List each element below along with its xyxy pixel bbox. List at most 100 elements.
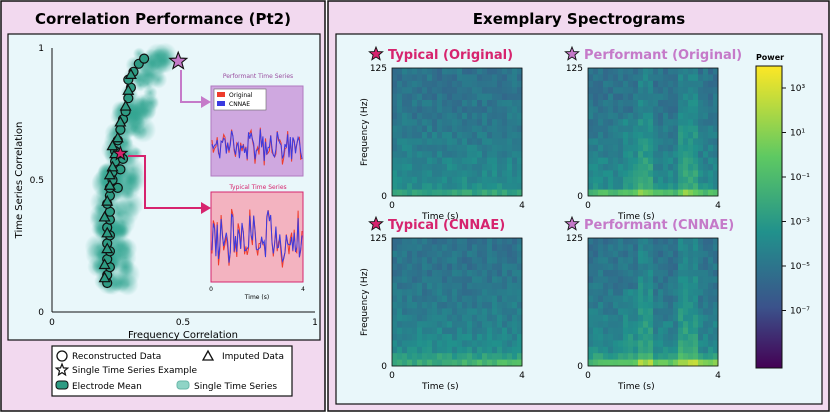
performant-inset-title: Performant Time Series: [223, 73, 293, 80]
spectrogram-cell: [593, 93, 599, 101]
spectrogram-cell: [613, 257, 619, 264]
spectrogram-cell: [487, 308, 493, 316]
legend-reconstructed: Reconstructed Data: [72, 352, 161, 362]
spectrogram-cell: [497, 80, 503, 88]
spectrogram-cell: [668, 80, 674, 88]
spectrogram-cell: [638, 308, 644, 316]
spectrogram-cell: [593, 282, 599, 290]
spectrogram-cell: [648, 270, 654, 277]
y-tick-1: 0.5: [30, 176, 44, 186]
spectrogram-cell: [638, 176, 644, 184]
spectrogram-cell: [392, 353, 398, 360]
spectrogram-cell: [407, 68, 413, 75]
spectrogram-cell: [628, 87, 634, 94]
spectrogram-cell: [482, 282, 488, 290]
spectrogram-cell: [673, 125, 679, 133]
spectrogram-cell: [653, 100, 659, 107]
spectrogram-cell: [462, 100, 468, 107]
spectrogram-cell: [452, 359, 458, 367]
spectrogram-cell: [422, 327, 428, 335]
legend-cnnae-label: CNNAE: [229, 101, 250, 108]
spectrogram-cell: [457, 244, 463, 252]
spectrogram-cell: [638, 263, 644, 271]
spectrogram-cell: [663, 353, 669, 360]
spectrogram-cell: [497, 100, 503, 107]
spectrogram-cell: [422, 183, 428, 190]
spectrogram-cell: [603, 132, 609, 139]
spectrogram-cell: [648, 176, 654, 184]
spectrogram-cell: [638, 119, 644, 126]
spectrogram-cell: [517, 170, 523, 178]
spectrogram-cell: [678, 100, 684, 107]
spectrogram-cell: [507, 132, 513, 139]
spectrogram-cell: [437, 314, 443, 322]
spectrogram-cell: [668, 112, 674, 120]
spectrogram-cell: [713, 100, 719, 107]
spectrogram-cell: [633, 157, 639, 165]
spectrogram-cell: [447, 263, 453, 271]
x-tick-0: 0: [49, 318, 55, 328]
spectrogram-cell: [422, 106, 428, 114]
spectrogram-cell: [442, 340, 448, 348]
spectrogram-cell: [407, 189, 413, 197]
spectrogram-cell: [593, 270, 599, 277]
spectrogram-cell: [407, 106, 413, 114]
spectrogram-cell: [397, 308, 403, 316]
spectrogram-cell: [603, 176, 609, 184]
spectrogram-cell: [427, 314, 433, 322]
spectrogram-cell: [708, 238, 714, 245]
spectrogram-cell: [517, 334, 523, 341]
spectrogram-cell: [492, 93, 498, 101]
scatter-legend: Reconstructed Data Imputed Data Single T…: [51, 345, 293, 397]
spectrogram-cell: [462, 119, 468, 126]
spectrogram-cell: [653, 164, 659, 171]
spectrogram-cell: [683, 263, 689, 271]
spectrogram-cell: [673, 80, 679, 88]
spectrogram-cell: [648, 346, 654, 354]
spectrogram-cell: [432, 327, 438, 335]
spectrogram-cell: [437, 257, 443, 264]
spec-x-tick-0: 0: [389, 201, 395, 211]
spectrogram-cell: [713, 346, 719, 354]
spectrogram-cell: [477, 112, 483, 120]
spectrogram-cell: [432, 270, 438, 277]
spectrogram-cell: [623, 346, 629, 354]
spectrogram-cell: [427, 327, 433, 335]
spectrogram-cell: [392, 176, 398, 184]
spectrogram-cell: [618, 119, 624, 126]
spectrogram-cell: [708, 263, 714, 271]
spectrogram-cell: [412, 270, 418, 277]
spectrogram-cell: [447, 250, 453, 258]
spectrogram-cell: [392, 93, 398, 101]
spectrogram-cell: [643, 87, 649, 94]
spectrogram-cell: [678, 144, 684, 152]
spectrogram-cell: [457, 144, 463, 152]
spectrogram-cell: [487, 80, 493, 88]
spectrogram-cell: [658, 112, 664, 120]
spectrogram-cell: [422, 308, 428, 316]
spectrogram-cell: [487, 321, 493, 328]
spectrogram-cell: [412, 112, 418, 120]
spectrogram-cell: [437, 327, 443, 335]
spectrogram-cell: [678, 270, 684, 277]
spectrogram-cell: [467, 93, 473, 101]
spectrogram-cell: [608, 250, 614, 258]
spectrogram-cell: [668, 257, 674, 264]
spectrogram-cell: [467, 176, 473, 184]
spectrogram-cell: [698, 119, 704, 126]
spectrogram-cell: [643, 282, 649, 290]
spectrogram-cell: [608, 125, 614, 133]
spectrogram-cell: [422, 68, 428, 75]
spectrogram-cell: [427, 176, 433, 184]
spectrogram-cell: [467, 119, 473, 126]
spectrogram-cell: [653, 250, 659, 258]
spectrogram-cell: [487, 170, 493, 178]
spectrogram-cell: [678, 250, 684, 258]
spectrogram-cell: [397, 170, 403, 178]
spectrogram-cell: [442, 100, 448, 107]
spectrogram-cell: [397, 183, 403, 190]
legend-single-example: Single Time Series Example: [72, 366, 197, 376]
spectrogram-cell: [487, 346, 493, 354]
spectrogram-cell: [703, 340, 709, 348]
